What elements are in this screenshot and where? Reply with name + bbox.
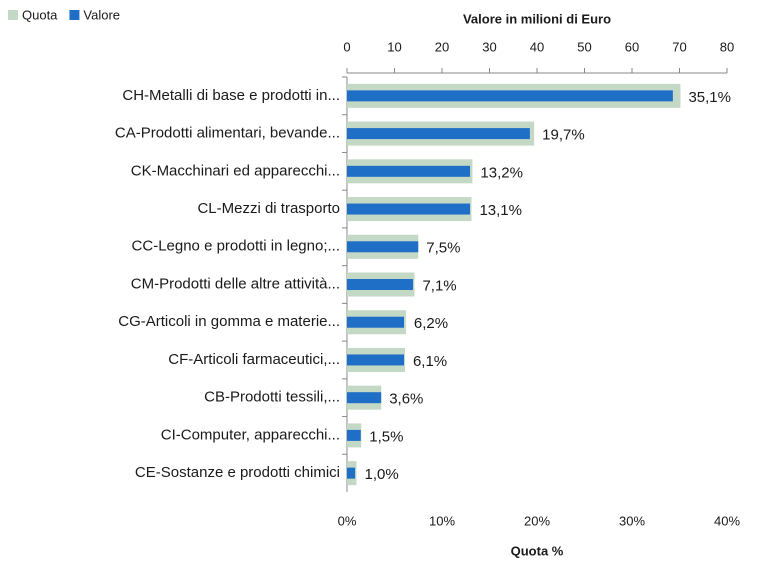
data-label: 19,7% [542,127,585,144]
data-label: 7,1% [422,277,456,294]
x2-axis-title: Valore in milioni di Euro [463,11,611,26]
bar [347,165,471,177]
legend-label: Valore [83,7,120,22]
x-tick-label: 20% [524,513,550,528]
x2-tick-label: 0 [343,39,350,54]
y-tick-label: CE-Sostanze e prodotti chimici [135,464,340,481]
bar [347,90,673,102]
bar [347,429,361,441]
legend-label: Quota [22,7,58,22]
y-tick-label: CC-Legno e prodotti in legno;... [132,238,340,255]
x2-tick-label: 20 [435,39,449,54]
legend-swatch [8,10,18,20]
bar [347,279,414,290]
bar [347,316,404,328]
x2-tick-label: 10 [387,39,401,54]
data-label: 1,5% [369,428,403,445]
bar [347,467,356,479]
legend-swatch [69,10,80,20]
x-tick-label: 10% [429,513,455,528]
x-tick-label: 30% [619,513,645,528]
x2-tick-label: 50 [577,39,591,54]
bar [347,354,404,366]
data-label: 1,0% [365,466,399,483]
bar [347,392,382,404]
x2-tick-label: 30 [482,39,496,54]
x-tick-label: 0% [338,513,357,528]
x-tick-label: 40% [714,513,740,528]
data-label: 3,6% [389,391,423,408]
data-label: 6,1% [413,353,447,370]
data-label: 35,1% [688,89,731,106]
y-tick-label: CL-Mezzi di trasporto [197,200,340,217]
y-tick-label: CF-Articoli farmaceutici,... [168,351,340,368]
data-label: 13,1% [479,202,522,219]
y-tick-label: CB-Prodotti tessili,... [204,389,340,406]
y-tick-label: CH-Metalli di base e prodotti in... [122,87,340,104]
y-tick-label: CG-Articoli in gomma e materie... [118,313,340,330]
x2-tick-label: 40 [530,39,544,54]
x2-tick-label: 80 [720,39,734,54]
y-tick-label: CK-Macchinari ed apparecchi... [131,162,340,179]
bar [347,128,530,140]
bar [347,241,419,253]
x-axis-title: Quota % [511,543,564,558]
data-label: 6,2% [414,315,448,332]
data-label: 7,5% [426,240,460,257]
y-tick-label: CM-Prodotti delle altre attività... [131,275,340,292]
bar [347,203,471,215]
x2-tick-label: 70 [672,39,686,54]
y-tick-label: CI-Computer, apparecchi... [161,426,340,443]
data-label: 13,2% [480,164,523,181]
y-tick-label: CA-Prodotti alimentari, bevande... [115,125,340,142]
x2-tick-label: 60 [625,39,639,54]
